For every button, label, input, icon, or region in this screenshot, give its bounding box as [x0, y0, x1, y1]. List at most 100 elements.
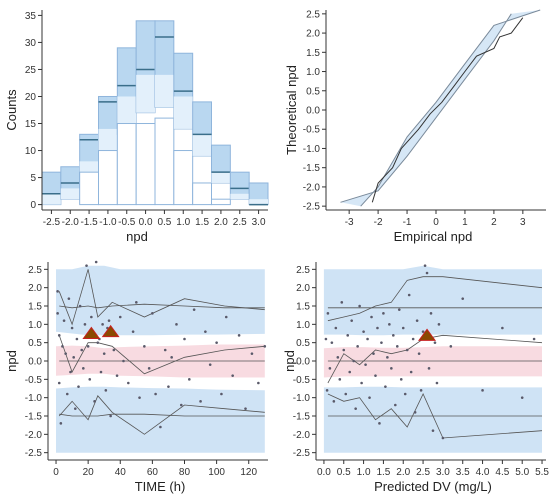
data-point [374, 374, 377, 377]
y-tick-label: 0.5 [28, 338, 42, 349]
y-tick-label: -2.5 [25, 448, 43, 459]
series-line [327, 276, 543, 322]
count-bar [135, 123, 156, 206]
outlier-marker [418, 328, 437, 341]
y-tick-label: 25 [25, 65, 37, 76]
y-axis-label: Counts [4, 89, 19, 131]
data-point [435, 381, 439, 385]
data-point [122, 359, 125, 363]
x-tick-label: 3.0 [436, 467, 450, 478]
data-point [399, 378, 403, 381]
data-point [330, 341, 334, 344]
y-axis-label: npd [282, 350, 297, 372]
x-tick-label: 5.5 [535, 467, 549, 478]
x-tick-label: 2.5 [233, 217, 247, 228]
count-bar [192, 182, 213, 206]
x-tick-label: -3 [345, 217, 354, 228]
x-tick-label: -2.0 [62, 217, 80, 228]
data-point [340, 301, 344, 304]
x-tick-label: 1 [462, 217, 468, 228]
x-tick-label: 100 [208, 467, 225, 478]
data-point [368, 396, 371, 399]
y-axis-label: Theoretical npd [284, 65, 299, 155]
data-point [94, 260, 98, 264]
x-tick-label: 40 [115, 467, 127, 478]
y-tick-label: -1.0 [293, 393, 311, 404]
pi-inner [192, 134, 212, 156]
data-point [342, 348, 346, 352]
data-point [170, 356, 173, 359]
y-tick-label: -2.0 [303, 182, 321, 193]
data-point [208, 363, 212, 366]
data-point [143, 345, 146, 348]
qq-line [371, 17, 524, 203]
data-point [231, 374, 234, 377]
x-axis-label: npd [126, 229, 148, 244]
data-point [325, 389, 329, 392]
data-point [532, 337, 536, 341]
x-axis-label: Empirical npd [394, 229, 473, 244]
data-point [413, 411, 417, 414]
x-tick-label: -1.5 [80, 217, 98, 228]
y-tick-label: -2.5 [303, 202, 321, 213]
pi-inner [155, 74, 174, 108]
data-point [138, 396, 141, 399]
x-tick-label: 2.5 [416, 467, 430, 478]
outlier-marker [82, 326, 101, 339]
x-axis-label: TIME (h) [135, 479, 186, 494]
series-line [59, 413, 265, 417]
data-point [62, 319, 66, 322]
lower-band [323, 386, 542, 453]
data-point [75, 337, 79, 341]
x-tick-label: 3.0 [252, 217, 266, 228]
x-axis-label: Predicted DV (mg/L) [374, 479, 492, 494]
series-line [327, 393, 543, 439]
data-point [204, 330, 207, 333]
x-tick-label: -0.5 [118, 217, 136, 228]
x-tick-label: 3 [520, 217, 526, 228]
x-tick-label: -1.0 [99, 217, 117, 228]
x-tick-label: 2 [491, 217, 497, 228]
data-point [425, 271, 429, 275]
data-point [366, 337, 369, 341]
data-point [263, 345, 267, 348]
count-bar [154, 117, 175, 206]
data-point [72, 356, 75, 359]
data-point [328, 367, 332, 370]
pi-inner [230, 193, 250, 200]
data-point [109, 414, 112, 418]
x-tick-label: 4.0 [476, 467, 490, 478]
data-point [386, 356, 389, 359]
y-tick-label: 0.5 [306, 86, 320, 97]
data-point [101, 323, 104, 326]
data-point [394, 403, 397, 407]
y-tick-label: 1.5 [296, 302, 310, 313]
series-line [58, 269, 265, 326]
data-point [411, 337, 415, 341]
data-point [395, 345, 399, 348]
data-point [354, 407, 357, 410]
data-point [407, 293, 411, 297]
y-tick-label: -0.5 [25, 375, 43, 386]
data-point [67, 297, 71, 300]
qq-band [340, 10, 541, 207]
data-point [183, 337, 186, 341]
data-point [59, 422, 63, 425]
series-line [58, 335, 265, 375]
data-point [90, 315, 93, 319]
x-tick-label: -2 [374, 217, 383, 228]
data-point [56, 290, 59, 293]
data-point [350, 319, 353, 322]
data-point [401, 326, 405, 330]
pi-inner [211, 172, 231, 183]
pi-inner [60, 188, 80, 200]
data-point [112, 348, 116, 352]
y-axis-label: npd [4, 350, 19, 372]
data-point [85, 264, 88, 267]
data-point [179, 403, 183, 407]
data-point [80, 348, 84, 352]
data-point [93, 400, 96, 403]
data-point [362, 330, 365, 333]
y-tick-label: 0.0 [306, 106, 320, 117]
